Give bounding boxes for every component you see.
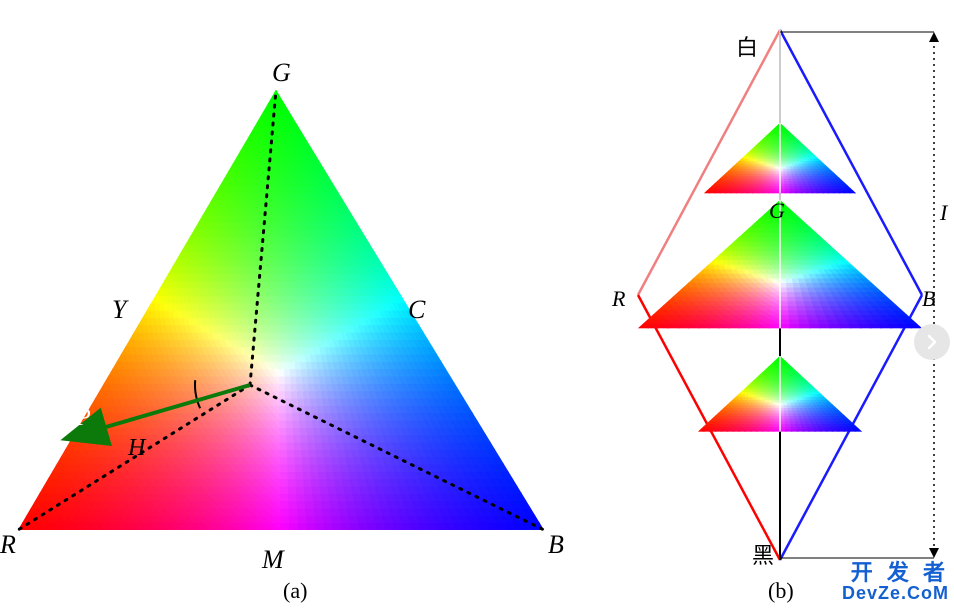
label-Bb: B	[922, 286, 935, 312]
label-Rb: R	[612, 286, 625, 312]
next-arrow-button[interactable]	[914, 324, 950, 360]
watermark-line1: 开 发 者	[842, 562, 949, 584]
watermark-line2: DevZe.CoM	[842, 584, 949, 602]
label-I: I	[940, 200, 947, 226]
label-white: 白	[736, 30, 758, 62]
caption-b: (b)	[768, 578, 794, 604]
chevron-right-icon	[924, 334, 940, 350]
watermark: 开 发 者 DevZe.CoM	[842, 562, 949, 602]
figure-b-svg	[0, 0, 954, 614]
label-black: 黑	[752, 538, 774, 570]
diagram-canvas: G R B Y C M P H (a) 白 黑 R G B I (b) 开 发 …	[0, 0, 954, 614]
label-Gb: G	[769, 198, 785, 224]
